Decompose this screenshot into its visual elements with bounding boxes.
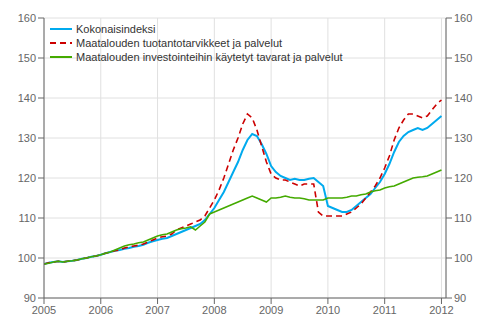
html-text:Kokonaisindeksi: Kokonaisindeksi xyxy=(76,23,156,35)
svg-text:120: 120 xyxy=(18,172,36,184)
svg-text:140: 140 xyxy=(454,92,472,104)
svg-text:100: 100 xyxy=(454,252,472,264)
svg-text:2007: 2007 xyxy=(145,304,169,316)
svg-text:110: 110 xyxy=(18,212,36,224)
svg-text:130: 130 xyxy=(454,132,472,144)
svg-text:90: 90 xyxy=(454,292,466,304)
svg-text:150: 150 xyxy=(454,52,472,64)
svg-text:90: 90 xyxy=(24,292,36,304)
svg-text:130: 130 xyxy=(18,132,36,144)
svg-text:160: 160 xyxy=(454,12,472,24)
svg-text:110: 110 xyxy=(454,212,472,224)
html-text:Maatalouden tuotantotarvikkeet: Maatalouden tuotantotarvikkeet ja palvel… xyxy=(76,37,283,49)
svg-text:2011: 2011 xyxy=(373,304,397,316)
html-text:Maatalouden investointeihin kä: Maatalouden investointeihin käytetyt tav… xyxy=(76,51,343,63)
svg-text:2008: 2008 xyxy=(202,304,226,316)
svg-text:150: 150 xyxy=(18,52,36,64)
svg-text:100: 100 xyxy=(18,252,36,264)
svg-text:2012: 2012 xyxy=(429,304,453,316)
svg-text:120: 120 xyxy=(454,172,472,184)
svg-text:2009: 2009 xyxy=(259,304,283,316)
svg-text:140: 140 xyxy=(18,92,36,104)
svg-text:160: 160 xyxy=(18,12,36,24)
svg-text:2006: 2006 xyxy=(89,304,113,316)
svg-text:2005: 2005 xyxy=(32,304,56,316)
svg-text:2010: 2010 xyxy=(316,304,340,316)
